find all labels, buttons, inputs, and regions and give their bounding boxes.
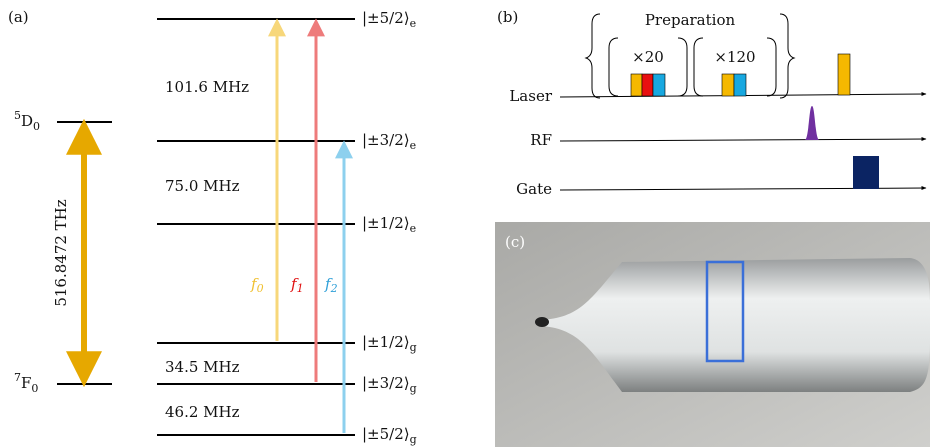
pulse	[734, 74, 746, 96]
ket-sub: g	[410, 382, 417, 395]
rf-pulse	[805, 106, 819, 140]
ket: |±5/2⟩	[362, 9, 410, 27]
ket-sub: e	[410, 17, 417, 30]
time-axis	[560, 139, 926, 141]
repeat-label: ×120	[714, 48, 755, 66]
ket: |±3/2⟩	[362, 131, 410, 149]
group-title: Preparation	[645, 11, 736, 29]
pulse	[631, 74, 642, 96]
state-label: 5D0	[14, 109, 40, 133]
pulse	[642, 74, 653, 96]
splitting: 75.0 MHz	[165, 177, 240, 195]
brace	[586, 14, 600, 98]
freq-label: f0	[250, 275, 264, 295]
level-label: |±1/2⟩g	[362, 333, 417, 354]
panel-label: (c)	[505, 233, 525, 251]
level-label: |±5/2⟩g	[362, 425, 417, 446]
freq-label: f2	[324, 275, 338, 295]
pulse	[838, 54, 850, 95]
repeat-label: ×20	[632, 48, 664, 66]
ket: |±1/2⟩	[362, 333, 410, 351]
brace	[780, 14, 794, 98]
level-label: |±3/2⟩g	[362, 374, 417, 395]
pulse	[722, 74, 734, 96]
panel-label: (b)	[497, 8, 518, 26]
ket-sub: g	[410, 341, 417, 354]
ket-sub: g	[410, 433, 417, 446]
transition-label: 516.8472 THz	[52, 199, 70, 306]
level-label: |±1/2⟩e	[362, 214, 416, 235]
seed	[535, 317, 549, 327]
state-label: 7F0	[14, 371, 38, 395]
pulse	[653, 74, 665, 96]
gate-pulse	[853, 156, 879, 189]
freq-label: f1	[290, 275, 304, 295]
splitting: 46.2 MHz	[165, 403, 240, 421]
channel-label: RF	[530, 131, 552, 149]
ket: |±5/2⟩	[362, 425, 410, 443]
panel-b: (b) Preparation ×20 ×120 Laser RF Gate	[497, 8, 926, 198]
panel-label: (a)	[8, 8, 29, 26]
level-label: |±5/2⟩e	[362, 9, 416, 30]
ket: |±3/2⟩	[362, 374, 410, 392]
channel-label: Gate	[516, 180, 552, 198]
panel-c: (c)	[495, 222, 930, 447]
level-label: |±3/2⟩e	[362, 131, 416, 152]
ket: |±1/2⟩	[362, 214, 410, 232]
channel-label: Laser	[509, 87, 552, 105]
ket-sub: e	[410, 222, 417, 235]
figure: (a) 5D0 7F0 516.8472 THz |±5/2⟩e|±3/2⟩e|…	[0, 0, 930, 447]
panel-a: (a) 5D0 7F0 516.8472 THz |±5/2⟩e|±3/2⟩e|…	[8, 8, 417, 446]
splitting: 101.6 MHz	[165, 78, 249, 96]
splitting: 34.5 MHz	[165, 358, 240, 376]
ket-sub: e	[410, 139, 417, 152]
